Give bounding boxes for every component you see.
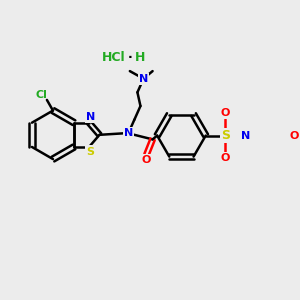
Text: O: O <box>221 108 230 118</box>
Text: N: N <box>241 130 250 141</box>
Text: N: N <box>86 112 95 122</box>
Text: S: S <box>221 129 230 142</box>
Text: ·: · <box>128 51 133 64</box>
Text: Cl: Cl <box>36 90 47 100</box>
Text: O: O <box>289 130 298 141</box>
Text: HCl: HCl <box>102 51 125 64</box>
Text: H: H <box>135 51 146 64</box>
Text: O: O <box>142 155 151 165</box>
Text: O: O <box>221 153 230 163</box>
Text: N: N <box>124 128 133 138</box>
Text: N: N <box>139 74 148 84</box>
Text: S: S <box>87 146 94 157</box>
